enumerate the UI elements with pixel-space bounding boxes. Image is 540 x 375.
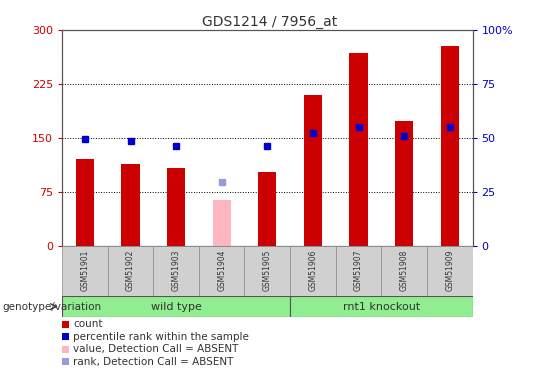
Text: GSM51908: GSM51908 xyxy=(400,249,409,291)
Bar xyxy=(381,246,427,296)
Bar xyxy=(153,246,199,296)
Text: GSM51909: GSM51909 xyxy=(445,249,454,291)
Bar xyxy=(427,246,472,296)
Text: genotype/variation: genotype/variation xyxy=(3,302,102,312)
Bar xyxy=(349,53,368,246)
Bar xyxy=(107,246,153,296)
Bar xyxy=(199,246,245,296)
Text: GSM51901: GSM51901 xyxy=(80,249,90,291)
Bar xyxy=(122,164,140,246)
Text: GSM51905: GSM51905 xyxy=(263,249,272,291)
Text: wild type: wild type xyxy=(151,302,201,312)
Text: GSM51907: GSM51907 xyxy=(354,249,363,291)
Bar xyxy=(258,172,276,246)
Bar xyxy=(290,296,472,317)
Bar xyxy=(304,95,322,246)
Text: GSM51902: GSM51902 xyxy=(126,249,135,291)
Bar xyxy=(213,200,231,246)
Bar xyxy=(441,46,459,246)
Text: rnt1 knockout: rnt1 knockout xyxy=(343,302,420,312)
Bar xyxy=(290,246,336,296)
Bar xyxy=(245,246,290,296)
Bar xyxy=(76,159,94,246)
Bar xyxy=(62,246,107,296)
Text: percentile rank within the sample: percentile rank within the sample xyxy=(73,332,249,342)
Bar xyxy=(395,121,413,246)
Bar xyxy=(62,296,290,317)
Bar xyxy=(167,168,185,246)
Text: GDS1214 / 7956_at: GDS1214 / 7956_at xyxy=(202,15,338,29)
Bar xyxy=(336,246,381,296)
Text: value, Detection Call = ABSENT: value, Detection Call = ABSENT xyxy=(73,344,239,354)
Text: rank, Detection Call = ABSENT: rank, Detection Call = ABSENT xyxy=(73,357,234,366)
Text: GSM51906: GSM51906 xyxy=(308,249,318,291)
Text: GSM51903: GSM51903 xyxy=(172,249,180,291)
Text: count: count xyxy=(73,320,103,329)
Text: GSM51904: GSM51904 xyxy=(217,249,226,291)
